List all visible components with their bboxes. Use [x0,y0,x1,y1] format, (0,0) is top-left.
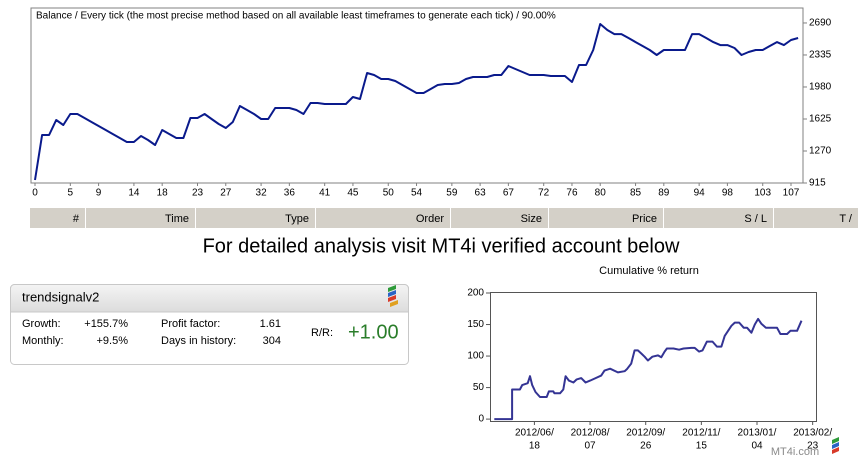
x-tick-label: 94 [694,188,706,199]
y-tick-label: 200 [467,288,484,299]
x-tick-label: 98 [722,188,734,199]
column-header: Time [165,213,189,225]
x-tick-label: 32 [256,188,268,199]
watermark: MT4i.com [771,446,819,458]
stat-value: +9.5% [97,335,129,347]
x-tick-label: 59 [446,188,458,199]
x-tick-label: 41 [319,188,331,199]
x-tick-label: 2013/01/ [738,428,777,439]
column-header: T / [839,213,853,225]
stat-label: Days in history: [161,335,236,347]
column-header: Price [632,213,657,225]
stat-label: Growth: [22,318,61,330]
x-tick-label: 0 [32,188,38,199]
data-line [494,317,803,421]
x-tick-label: 2013/02/ [793,428,832,439]
x-tick-label: 26 [640,441,652,452]
x-tick-label: 18 [529,441,541,452]
x-tick-label: 15 [696,441,708,452]
x-tick-label: 5 [68,188,74,199]
column-header: # [73,213,80,225]
x-tick-label: 27 [220,188,232,199]
heading: For detailed analysis visit MT4i verifie… [203,235,680,257]
x-tick-label: 2012/09/ [626,428,665,439]
column-header: S / L [744,213,767,225]
chart-title: Balance / Every tick (the most precise m… [36,11,556,22]
x-tick-label: 67 [503,188,515,199]
data-line [34,23,799,181]
x-tick-label: 107 [783,188,800,199]
x-tick-label: 2012/06/ [515,428,554,439]
x-tick-label: 89 [658,188,670,199]
x-tick-label: 23 [192,188,204,199]
ratio-value: +1.00 [348,321,399,343]
chart-title: Cumulative % return [599,265,699,277]
x-tick-label: 18 [157,188,169,199]
y-tick-label: 100 [467,351,484,362]
x-tick-label: 9 [96,188,102,199]
column-header: Order [416,213,444,225]
y-tick-label: 1980 [809,82,832,93]
table-header [30,208,858,228]
y-tick-label: 0 [478,414,484,425]
x-tick-label: 50 [383,188,395,199]
x-tick-label: 76 [566,188,578,199]
x-tick-label: 07 [584,441,596,452]
column-header: Size [521,213,542,225]
x-tick-label: 63 [475,188,487,199]
logo [388,285,398,307]
x-tick-label: 85 [630,188,642,199]
y-tick-label: 2690 [809,18,832,29]
stat-value: 1.61 [260,318,281,330]
y-tick-label: 150 [467,319,484,330]
stat-value: 304 [263,335,281,347]
widget-title: trendsignalv2 [22,289,99,304]
watermark-logo [832,437,839,454]
stat-value: +155.7% [84,318,128,330]
y-tick-label: 915 [809,178,826,189]
y-tick-label: 2335 [809,50,832,61]
stat-label: Monthly: [22,335,64,347]
ratio-label: R/R: [311,327,333,339]
x-tick-label: 36 [284,188,296,199]
x-tick-label: 2012/11/ [682,428,720,439]
x-tick-label: 45 [347,188,359,199]
plot-frame [30,7,804,184]
y-tick-label: 50 [473,382,485,393]
y-tick-label: 1270 [809,146,832,157]
x-tick-label: 2012/08/ [571,428,610,439]
x-tick-label: 14 [128,188,140,199]
x-tick-label: 103 [754,188,771,199]
x-tick-label: 04 [751,441,763,452]
x-tick-label: 80 [595,188,607,199]
y-tick-label: 1625 [809,114,832,125]
x-tick-label: 72 [538,188,550,199]
column-header: Type [285,213,309,225]
stat-label: Profit factor: [161,318,220,330]
x-tick-label: 23 [807,441,819,452]
widget-header [10,284,409,313]
x-tick-label: 54 [411,188,423,199]
